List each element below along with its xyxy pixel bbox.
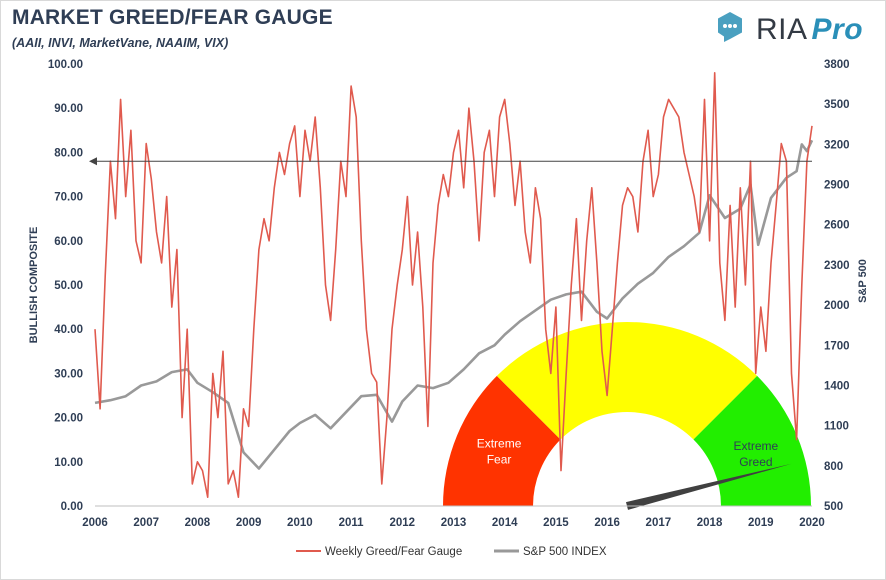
y2-axis-title: S&P 500 <box>857 259 869 303</box>
gauge-needle <box>626 463 792 510</box>
gauge-fear-label-line1: Extreme <box>477 437 522 451</box>
legend-label-sp500: S&P 500 INDEX <box>523 546 607 558</box>
brand-logo: RIA Pro <box>712 9 863 50</box>
y-tick-label: 30.00 <box>54 368 83 380</box>
y-axis-title: BULLISH COMPOSITE <box>28 227 40 344</box>
x-tick-label: 2007 <box>133 517 159 529</box>
y-tick-label: 100.00 <box>48 59 83 71</box>
x-tick-label: 2006 <box>82 517 108 529</box>
x-tick-label: 2014 <box>492 517 518 529</box>
y2-tick-label: 3800 <box>824 59 850 71</box>
x-tick-label: 2009 <box>236 517 262 529</box>
y2-tick-label: 3500 <box>824 99 850 111</box>
y2-tick-label: 1400 <box>824 380 850 392</box>
brand-ria: RIA <box>756 12 808 46</box>
y-tick-label: 50.00 <box>54 280 83 292</box>
chat-bubble-icon <box>712 9 748 50</box>
y2-tick-label: 800 <box>824 461 843 473</box>
x-tick-label: 2016 <box>594 517 620 529</box>
y-tick-label: 0.00 <box>61 501 83 513</box>
x-tick-label: 2013 <box>441 517 467 529</box>
y-tick-label: 60.00 <box>54 236 83 248</box>
gauge-greed-segment <box>693 375 811 506</box>
gauge-greed-label-line1: Extreme <box>734 439 779 453</box>
x-tick-label: 2019 <box>748 517 774 529</box>
legend: Weekly Greed/Fear Gauge S&P 500 INDEX <box>296 546 607 558</box>
x-tick-label: 2011 <box>339 517 365 529</box>
gauge-fear-segment <box>443 375 561 506</box>
y2-tick-label: 500 <box>824 501 843 513</box>
y2-tick-label: 1100 <box>824 421 849 433</box>
x-tick-label: 2017 <box>646 517 672 529</box>
x-tick-label: 2008 <box>185 517 211 529</box>
gauge: Extreme Fear Extreme Greed <box>443 322 811 506</box>
brand-name: RIA Pro <box>756 13 863 47</box>
x-tick-label: 2018 <box>697 517 723 529</box>
y-tick-label: 90.00 <box>54 103 83 115</box>
greed-fear-series-line <box>94 72 813 499</box>
y2-tick-label: 2300 <box>824 260 850 272</box>
reference-line-layer <box>89 157 812 166</box>
series-layer <box>94 72 814 499</box>
x-tick-label: 2015 <box>543 517 569 529</box>
y2-tick-label: 2900 <box>824 180 850 192</box>
chart-title: MARKET GREED/FEAR GAUGE <box>12 6 333 29</box>
gauge-fear-label-line2: Fear <box>487 453 512 467</box>
gauge-neutral-segment <box>496 322 758 440</box>
gauge-needle-layer <box>626 463 792 510</box>
y2-tick-label: 2000 <box>824 300 850 312</box>
y2-tick-label: 2600 <box>824 220 850 232</box>
gauge-greed-label-line2: Greed <box>739 455 772 469</box>
chart-subtitle: (AAII, INVI, MarketVane, NAAIM, VIX) <box>12 36 229 50</box>
legend-label-greed-fear: Weekly Greed/Fear Gauge <box>325 546 462 558</box>
y2-tick-label: 1700 <box>824 340 850 352</box>
y-tick-label: 70.00 <box>54 192 83 204</box>
reference-line-arrowhead <box>89 157 97 166</box>
y-tick-label: 40.00 <box>54 324 83 336</box>
x-tick-label: 2020 <box>799 517 825 529</box>
x-tick-label: 2010 <box>287 517 313 529</box>
y-tick-label: 10.00 <box>54 457 83 469</box>
y-tick-label: 80.00 <box>54 147 83 159</box>
brand-pro: Pro <box>811 12 864 46</box>
axes: 0.00 10.00 20.00 30.00 40.00 50.00 60.00 70.00 8… <box>28 59 869 529</box>
y-tick-label: 20.00 <box>54 413 83 425</box>
x-tick-label: 2012 <box>389 517 415 529</box>
y2-tick-label: 3200 <box>824 139 850 151</box>
